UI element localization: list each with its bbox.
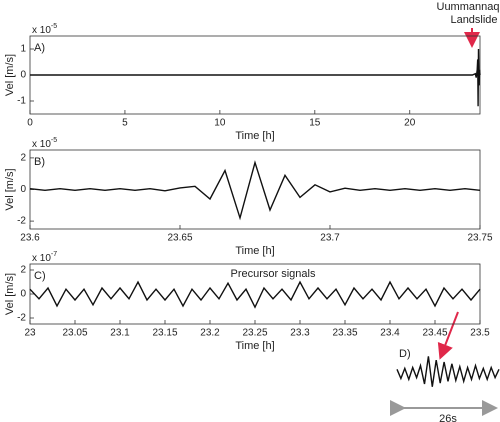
scale-exponent: -7 bbox=[51, 251, 57, 258]
waveform bbox=[30, 48, 481, 107]
annotation: Uummannaq bbox=[437, 1, 500, 13]
duration-label: 26s bbox=[439, 413, 457, 422]
waveform bbox=[29, 160, 481, 221]
x-tick-label: 23.35 bbox=[332, 328, 357, 339]
y-tick-label: 2 bbox=[20, 265, 26, 276]
x-tick-label: 23.65 bbox=[167, 233, 192, 244]
x-tick-label: 23.4 bbox=[380, 328, 400, 339]
x-tick-label: 0 bbox=[27, 118, 33, 129]
x-axis-label: Time [h] bbox=[235, 130, 274, 142]
x-tick-label: 23.15 bbox=[152, 328, 177, 339]
scale-exponent: -5 bbox=[51, 23, 57, 30]
panel-label: A) bbox=[34, 42, 45, 54]
panel-label: C) bbox=[34, 270, 46, 282]
scale-base: x 10 bbox=[32, 253, 51, 264]
waveform bbox=[29, 280, 481, 309]
y-axis-label: Vel [m/s] bbox=[4, 273, 16, 315]
y-tick-label: -2 bbox=[17, 313, 26, 324]
y-tick-label: 2 bbox=[20, 153, 26, 164]
panel-label: D) bbox=[399, 348, 411, 360]
y-tick-label: 0 bbox=[20, 70, 26, 81]
x-tick-label: 23.25 bbox=[242, 328, 267, 339]
y-axis-label: Vel [m/s] bbox=[4, 168, 16, 210]
annotation: Landslide bbox=[450, 14, 497, 26]
x-tick-label: 23.1 bbox=[110, 328, 130, 339]
y-tick-label: 0 bbox=[20, 184, 26, 195]
y-tick-label: 0 bbox=[20, 289, 26, 300]
y-axis-label: Vel [m/s] bbox=[4, 54, 16, 96]
x-tick-label: 23.2 bbox=[200, 328, 220, 339]
x-tick-label: 23 bbox=[24, 328, 36, 339]
x-tick-label: 23.3 bbox=[290, 328, 310, 339]
x-tick-label: 23.7 bbox=[320, 233, 340, 244]
y-tick-label: 1 bbox=[20, 44, 26, 55]
panel-label: B) bbox=[34, 156, 45, 168]
scale-base: x 10 bbox=[32, 139, 51, 150]
x-tick-label: 23.75 bbox=[467, 233, 492, 244]
waveform bbox=[396, 356, 500, 387]
x-tick-label: 15 bbox=[309, 118, 321, 129]
scale-exponent: -5 bbox=[51, 137, 57, 144]
x-tick-label: 20 bbox=[404, 118, 416, 129]
y-tick-label: -1 bbox=[17, 96, 26, 107]
x-tick-label: 23.45 bbox=[422, 328, 447, 339]
annotation: Precursor signals bbox=[231, 268, 316, 280]
x-tick-label: 23.6 bbox=[20, 233, 40, 244]
x-tick-label: 5 bbox=[122, 118, 128, 129]
scale-factor: x 10-5 bbox=[32, 137, 57, 150]
scale-base: x 10 bbox=[32, 25, 51, 36]
x-tick-label: 10 bbox=[214, 118, 226, 129]
x-axis-label: Time [h] bbox=[235, 245, 274, 257]
scale-factor: x 10-7 bbox=[32, 251, 57, 264]
x-tick-label: 23.5 bbox=[470, 328, 490, 339]
pointer-arrow bbox=[437, 311, 459, 360]
x-tick-label: 23.05 bbox=[62, 328, 87, 339]
scale-factor: x 10-5 bbox=[32, 23, 57, 36]
y-tick-label: -2 bbox=[17, 216, 26, 227]
x-axis-label: Time [h] bbox=[235, 340, 274, 352]
